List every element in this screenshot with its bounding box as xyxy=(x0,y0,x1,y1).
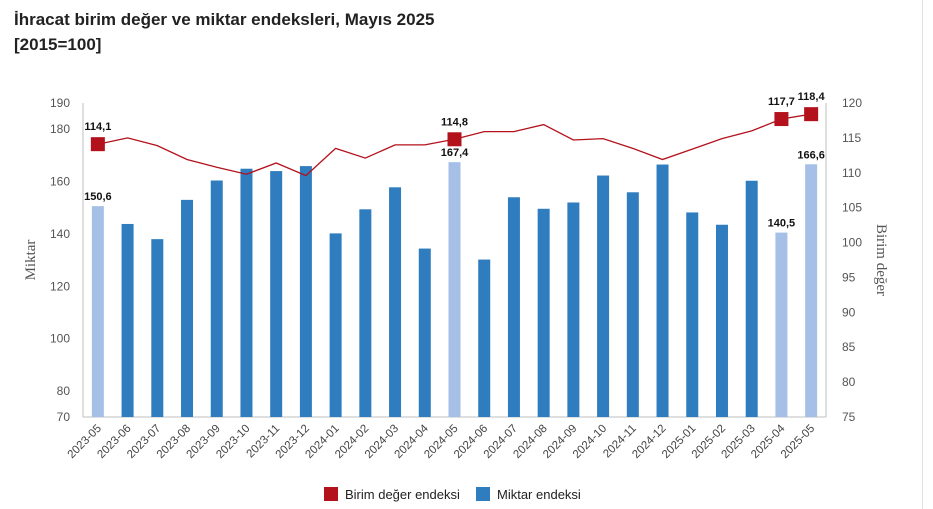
bar-2024-11 xyxy=(626,192,639,417)
chart-subtitle: [2015=100] xyxy=(14,35,102,54)
bar-data-label: 166,6 xyxy=(797,149,825,161)
right-tick-label: 90 xyxy=(842,305,856,319)
data-labels: 150,6 167,4 140,5 166,6 114,1 114,8 117,7 118,4 xyxy=(84,91,825,229)
bar-2024-06 xyxy=(478,259,491,417)
right-tick-label: 80 xyxy=(842,375,856,389)
bar-2024-10 xyxy=(597,175,610,417)
right-tick-label: 105 xyxy=(842,201,862,215)
x-axis-ticks: 2023-052023-062023-072023-082023-092023-… xyxy=(66,422,818,461)
bar-2023-10 xyxy=(240,168,253,417)
line-data-label: 118,4 xyxy=(798,91,826,103)
line-data-label: 114,8 xyxy=(441,116,468,128)
bar-2025-03 xyxy=(745,180,758,417)
left-tick-label: 100 xyxy=(50,332,70,346)
legend-swatch-miktar xyxy=(476,487,490,501)
bar-data-label: 150,6 xyxy=(84,191,112,203)
bar-data-label: 140,5 xyxy=(768,218,796,230)
line-series xyxy=(90,107,819,177)
chart-axes: 70 80 100 120 140 160 180 190 75 80 85 90 95 100 105 11… xyxy=(50,96,862,424)
right-tick-label: 100 xyxy=(842,236,862,250)
right-tick-label: 110 xyxy=(842,166,861,180)
bar-2023-11 xyxy=(270,171,283,417)
line-marker-2025-05 xyxy=(804,107,819,122)
left-tick-label: 70 xyxy=(57,410,71,424)
bar-2025-04 xyxy=(775,232,788,417)
line-marker-2023-05 xyxy=(90,137,105,152)
legend: Birim değer endeksi Miktar endeksi xyxy=(324,487,581,502)
legend-swatch-birim-deger xyxy=(324,487,338,501)
bar-2023-07 xyxy=(151,239,164,417)
right-tick-label: 75 xyxy=(842,410,856,424)
bar-data-label: 167,4 xyxy=(441,147,469,159)
bar-2024-04 xyxy=(418,248,431,417)
right-tick-label: 120 xyxy=(842,96,862,110)
left-tick-label: 120 xyxy=(50,279,70,293)
bar-2024-08 xyxy=(537,208,550,417)
bar-2023-12 xyxy=(299,166,312,417)
left-axis-title: Miktar xyxy=(23,240,39,281)
bar-2023-09 xyxy=(210,180,223,417)
bar-2024-01 xyxy=(329,233,342,417)
chart-title: İhracat birim değer ve miktar endeksleri… xyxy=(14,10,435,29)
bar-series xyxy=(91,162,818,417)
legend-label-birim-deger: Birim değer endeksi xyxy=(345,487,460,502)
bar-2023-06 xyxy=(121,223,134,417)
bar-2025-05 xyxy=(805,164,818,417)
line-marker-2025-04 xyxy=(774,112,789,127)
left-tick-label: 80 xyxy=(57,384,71,398)
right-tick-label: 85 xyxy=(842,340,856,354)
bar-2024-07 xyxy=(507,197,520,417)
page-right-border xyxy=(922,0,923,509)
right-axis-title: Birim değer xyxy=(873,224,889,296)
bar-2023-05 xyxy=(91,206,104,417)
line-marker-2024-05 xyxy=(447,132,462,147)
left-tick-label: 180 xyxy=(50,122,70,136)
right-tick-label: 115 xyxy=(842,131,861,145)
line-data-label: 114,1 xyxy=(84,121,111,133)
bar-2024-05 xyxy=(448,162,461,417)
legend-label-miktar: Miktar endeksi xyxy=(497,487,581,502)
left-tick-label: 140 xyxy=(50,227,70,241)
bar-2023-08 xyxy=(181,199,194,417)
line-data-label: 117,7 xyxy=(768,96,795,108)
bar-2024-02 xyxy=(359,209,372,417)
left-tick-label: 160 xyxy=(50,175,70,189)
left-tick-label: 190 xyxy=(50,96,70,110)
bar-2024-09 xyxy=(567,202,580,417)
bar-2025-02 xyxy=(715,224,728,417)
right-tick-label: 95 xyxy=(842,270,856,284)
bar-2024-03 xyxy=(389,187,402,417)
bar-2024-12 xyxy=(656,164,669,417)
chart-title-block: İhracat birim değer ve miktar endeksleri… xyxy=(14,7,435,57)
bar-2025-01 xyxy=(686,212,699,417)
